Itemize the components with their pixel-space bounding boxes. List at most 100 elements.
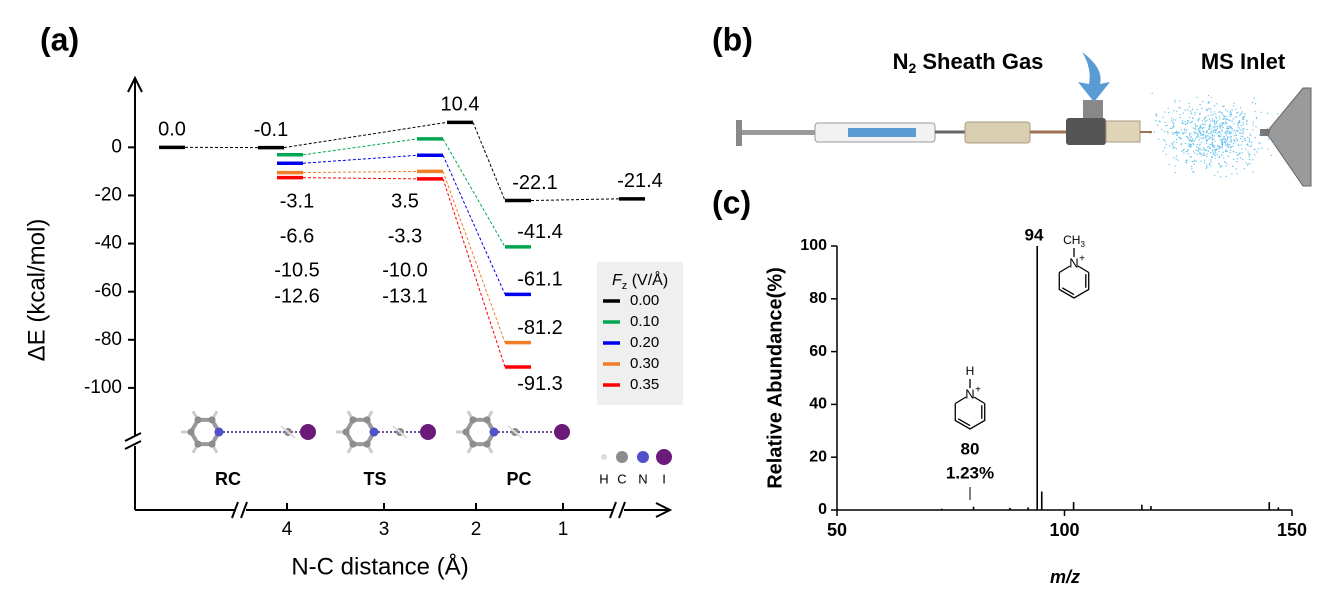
droplet xyxy=(1198,139,1200,141)
droplet xyxy=(1259,142,1261,145)
droplet xyxy=(1185,135,1188,138)
droplet xyxy=(1166,130,1169,133)
droplet xyxy=(1258,142,1260,144)
peak-annotation: 80 xyxy=(961,439,980,458)
droplet xyxy=(1187,121,1189,124)
droplet xyxy=(1252,171,1254,173)
droplet xyxy=(1189,155,1191,158)
droplet xyxy=(1213,122,1216,124)
value-label: -3.3 xyxy=(388,225,422,247)
droplet xyxy=(1219,123,1221,126)
droplet xyxy=(1228,136,1230,139)
atom xyxy=(483,416,491,424)
droplet xyxy=(1167,112,1170,114)
droplet xyxy=(1180,143,1182,146)
droplet xyxy=(1248,153,1250,156)
droplet xyxy=(1227,155,1229,157)
droplet xyxy=(1254,110,1256,113)
droplet xyxy=(1211,141,1214,144)
droplet xyxy=(1215,116,1217,118)
droplet xyxy=(1226,139,1228,141)
droplet xyxy=(1222,122,1225,124)
droplet xyxy=(1187,150,1189,152)
droplet xyxy=(1156,124,1159,126)
droplet xyxy=(1222,114,1225,117)
droplet xyxy=(1202,134,1204,136)
droplet xyxy=(1208,164,1210,166)
droplet xyxy=(1175,148,1178,150)
legend-title: Fz (V/Å) xyxy=(612,270,668,292)
droplet xyxy=(1209,123,1211,125)
droplet xyxy=(1219,126,1222,128)
droplet xyxy=(1225,123,1227,125)
droplet xyxy=(1191,121,1193,123)
label-part: Sheath Gas xyxy=(916,49,1043,74)
droplet xyxy=(1169,127,1172,130)
droplet xyxy=(1226,132,1228,135)
droplet xyxy=(1239,157,1242,159)
atom-legend-ball xyxy=(637,451,649,463)
droplet xyxy=(1241,141,1244,143)
droplet xyxy=(1172,133,1175,136)
droplet xyxy=(1190,140,1192,143)
droplet xyxy=(1225,115,1227,117)
legend-box xyxy=(597,262,683,405)
droplet xyxy=(1165,125,1167,127)
droplet xyxy=(1230,141,1233,143)
droplet xyxy=(1162,150,1164,152)
droplet xyxy=(1211,139,1213,141)
axes-c xyxy=(836,246,1292,511)
axis-arrow xyxy=(655,502,673,518)
droplet xyxy=(1240,129,1242,131)
droplet xyxy=(1173,157,1175,159)
droplet xyxy=(1211,145,1213,147)
tee xyxy=(1066,118,1106,145)
droplet xyxy=(1252,124,1254,126)
droplet xyxy=(1199,143,1201,145)
droplet xyxy=(1183,128,1186,130)
droplet xyxy=(1189,116,1191,119)
droplet xyxy=(1232,142,1235,145)
connector xyxy=(442,138,506,248)
atom-legend-ball xyxy=(601,454,607,460)
droplet xyxy=(1239,114,1241,117)
droplet xyxy=(1208,135,1211,138)
droplet xyxy=(1249,133,1251,135)
droplet xyxy=(1192,117,1194,119)
peak-annotation: 94 xyxy=(1025,225,1044,244)
connector xyxy=(472,122,506,201)
droplet xyxy=(1221,113,1223,115)
connector xyxy=(302,170,418,174)
droplet xyxy=(1218,111,1220,114)
atom xyxy=(462,428,470,436)
droplet xyxy=(1230,113,1232,116)
droplet xyxy=(1251,129,1254,131)
droplet xyxy=(1212,113,1214,116)
droplet xyxy=(1270,154,1273,157)
droplet xyxy=(1232,139,1235,141)
droplet xyxy=(1220,133,1222,136)
peak-annotation: 1.23% xyxy=(946,463,994,482)
atom xyxy=(194,440,202,448)
droplet xyxy=(1202,138,1204,140)
droplet xyxy=(1185,131,1187,134)
droplet xyxy=(1217,171,1219,173)
value-label: -21.4 xyxy=(617,170,663,192)
droplet xyxy=(1208,138,1210,140)
droplet xyxy=(1214,151,1216,153)
droplet xyxy=(1240,125,1242,127)
droplet xyxy=(1247,145,1249,147)
droplet xyxy=(1214,131,1217,134)
value-label: -61.1 xyxy=(517,269,563,291)
droplet xyxy=(1210,111,1212,113)
atom xyxy=(363,440,371,448)
droplet xyxy=(1246,128,1248,131)
droplet xyxy=(1222,105,1224,107)
molecule xyxy=(336,410,436,454)
droplet xyxy=(1229,140,1231,143)
y-tick-label: 40 xyxy=(809,396,827,413)
droplet xyxy=(1234,116,1236,118)
droplet xyxy=(1248,158,1251,161)
droplet xyxy=(1245,148,1247,150)
droplet xyxy=(1178,131,1181,133)
